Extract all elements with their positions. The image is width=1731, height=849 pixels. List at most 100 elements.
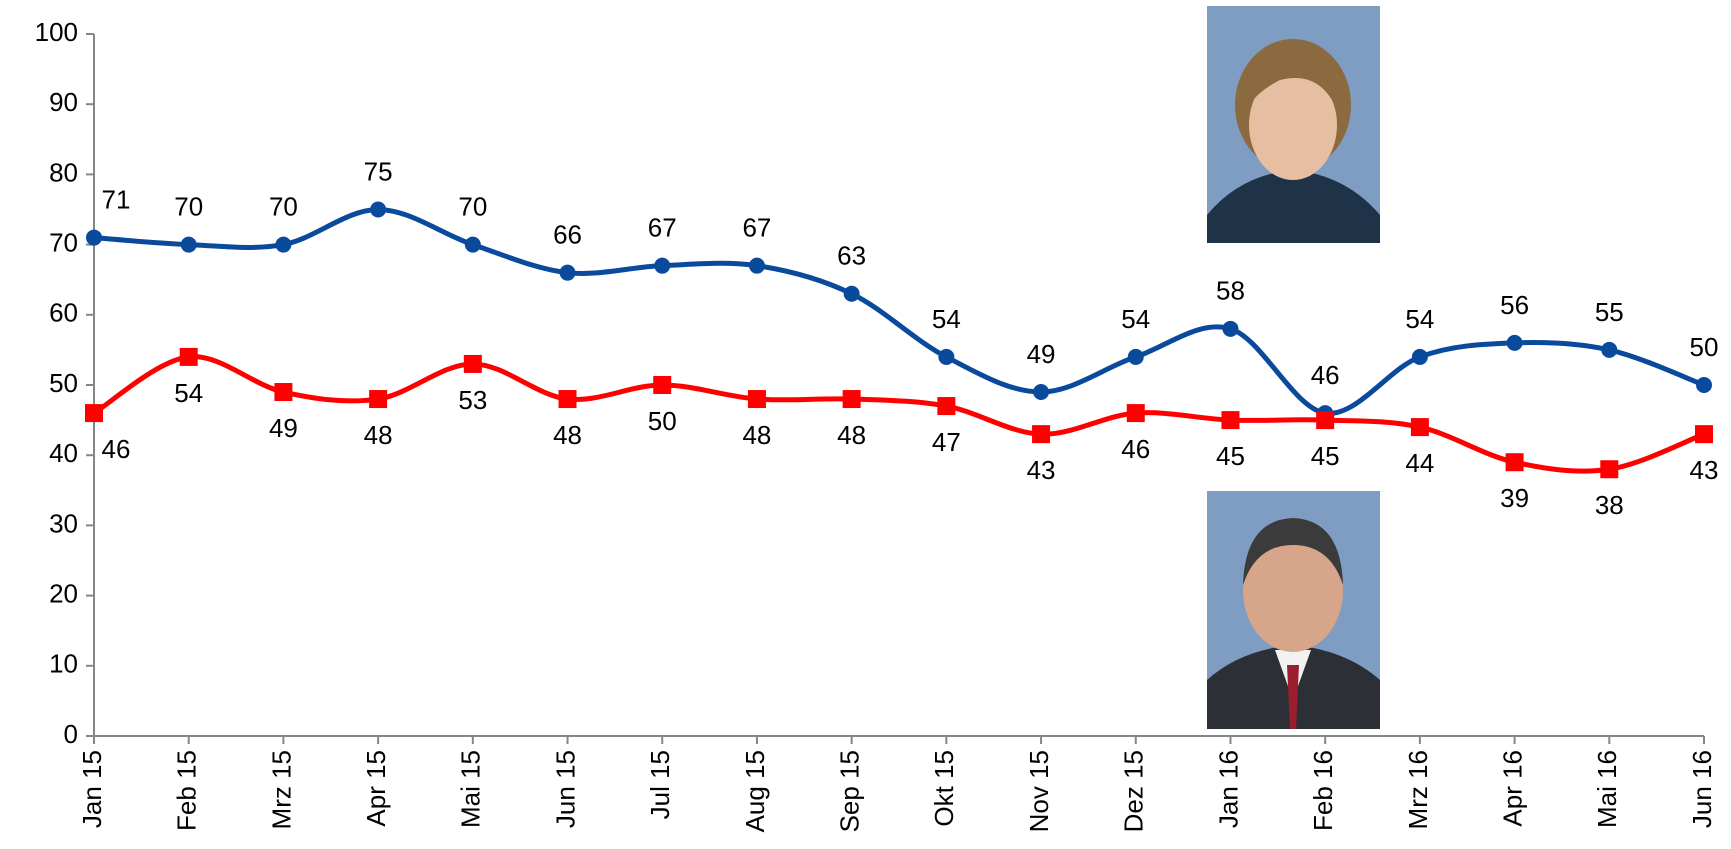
x-tick-label: Mrz 16 (1403, 750, 1433, 829)
marker (1600, 460, 1619, 479)
data-label: 67 (742, 213, 771, 243)
y-tick-label: 30 (49, 508, 78, 538)
x-tick-label: Jul 15 (645, 750, 675, 819)
x-tick-label: Apr 15 (361, 750, 391, 827)
photo-top (1207, 6, 1380, 243)
data-label: 46 (102, 434, 131, 464)
data-label: 48 (742, 420, 771, 450)
x-tick-label: Mai 16 (1592, 750, 1622, 828)
data-label: 38 (1595, 490, 1624, 520)
data-label: 54 (932, 304, 961, 334)
marker (1126, 404, 1145, 423)
x-tick-label: Apr 16 (1497, 750, 1527, 827)
marker (179, 347, 198, 366)
marker (748, 257, 765, 274)
data-label: 63 (837, 241, 866, 271)
y-tick-label: 50 (49, 368, 78, 398)
marker (1222, 320, 1239, 337)
data-label: 46 (1121, 434, 1150, 464)
marker (85, 404, 103, 423)
data-label: 58 (1216, 276, 1245, 306)
marker (369, 390, 388, 409)
marker (1695, 425, 1713, 444)
data-label: 70 (458, 191, 487, 221)
marker (275, 236, 292, 253)
marker (938, 348, 955, 365)
data-label: 49 (269, 413, 298, 443)
x-tick-label: Dez 15 (1119, 750, 1149, 832)
marker (654, 257, 671, 274)
y-tick-label: 70 (49, 227, 78, 257)
data-label: 54 (1405, 304, 1434, 334)
marker (1601, 341, 1618, 358)
marker (1316, 411, 1335, 430)
data-label: 55 (1595, 297, 1624, 327)
data-label: 54 (1121, 304, 1150, 334)
y-tick-label: 60 (49, 298, 78, 328)
marker (747, 390, 766, 409)
x-tick-label: Jan 16 (1213, 750, 1243, 828)
x-tick-label: Aug 15 (740, 750, 770, 832)
marker (464, 236, 481, 253)
data-label: 45 (1311, 441, 1340, 471)
data-label: 43 (1027, 455, 1056, 485)
photo-bottom (1207, 491, 1380, 729)
data-label: 50 (648, 406, 677, 436)
y-tick-label: 40 (49, 438, 78, 468)
marker (370, 201, 387, 218)
data-label: 44 (1405, 448, 1434, 478)
marker (1127, 348, 1144, 365)
marker (1033, 384, 1050, 401)
data-label: 48 (837, 420, 866, 450)
marker (842, 390, 861, 409)
series-line (93, 206, 1705, 416)
marker (1032, 425, 1051, 444)
marker (1506, 334, 1523, 351)
x-tick-label: Sep 15 (835, 750, 865, 832)
x-tick-label: Jun 16 (1687, 750, 1717, 828)
marker (463, 354, 482, 373)
marker (274, 383, 293, 402)
x-tick-label: Feb 16 (1308, 750, 1338, 831)
data-label: 70 (269, 191, 298, 221)
data-label: 54 (174, 378, 203, 408)
y-tick-label: 0 (64, 719, 78, 749)
data-label: 39 (1500, 483, 1529, 513)
x-tick-label: Mai 15 (456, 750, 486, 828)
data-label: 75 (364, 156, 393, 186)
marker (937, 397, 956, 416)
marker (1505, 453, 1524, 472)
data-label: 43 (1690, 455, 1719, 485)
data-label: 49 (1027, 339, 1056, 369)
data-label: 50 (1690, 332, 1719, 362)
x-tick-label: Jun 15 (550, 750, 580, 828)
x-tick-label: Okt 15 (929, 750, 959, 827)
data-label: 48 (553, 420, 582, 450)
x-tick-label: Jan 15 (77, 750, 107, 828)
y-tick-label: 100 (35, 17, 78, 47)
series-line (92, 354, 1705, 474)
y-tick-label: 90 (49, 87, 78, 117)
x-tick-label: Feb 15 (172, 750, 202, 831)
data-label: 47 (932, 427, 961, 457)
marker (86, 229, 102, 246)
marker (559, 264, 576, 281)
data-label: 45 (1216, 441, 1245, 471)
marker (1696, 377, 1712, 393)
marker (1410, 418, 1429, 437)
x-tick-label: Nov 15 (1024, 750, 1054, 832)
data-label: 53 (458, 385, 487, 415)
marker (558, 390, 577, 409)
data-label: 67 (648, 213, 677, 243)
x-tick-label: Mrz 15 (266, 750, 296, 829)
data-label: 71 (102, 184, 131, 214)
data-label: 56 (1500, 290, 1529, 320)
data-label: 48 (364, 420, 393, 450)
data-label: 46 (1311, 360, 1340, 390)
y-tick-label: 10 (49, 649, 78, 679)
data-label: 66 (553, 220, 582, 250)
y-tick-label: 20 (49, 578, 78, 608)
y-tick-label: 80 (49, 157, 78, 187)
data-label: 70 (174, 191, 203, 221)
